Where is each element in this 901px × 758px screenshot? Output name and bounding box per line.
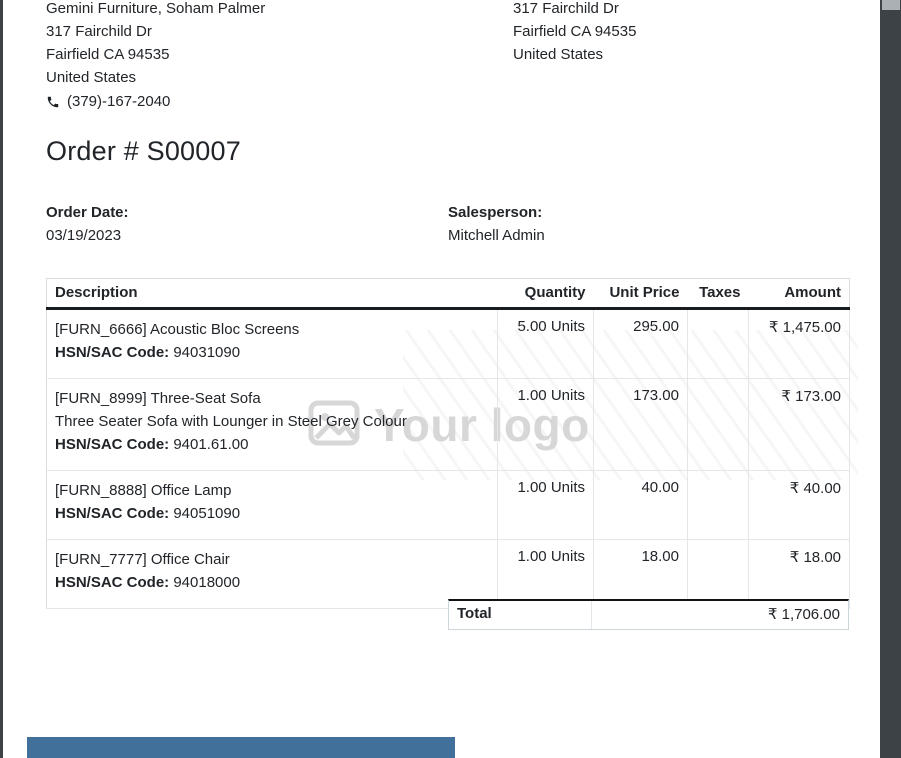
footer-accent-bar <box>27 737 455 758</box>
taxes-cell <box>687 378 749 471</box>
customer-city: Fairfield CA 94535 <box>513 23 637 40</box>
hsn-code: 94018000 <box>173 574 241 591</box>
total-box: Total ₹ 1,706.00 <box>448 599 849 630</box>
salesperson-block: Salesperson: Mitchell Admin <box>448 201 545 247</box>
hsn-label: HSN/SAC Code: <box>55 436 170 453</box>
product-name: [FURN_8888] Office Lamp <box>55 482 232 499</box>
hsn-label: HSN/SAC Code: <box>55 505 170 522</box>
total-label: Total <box>449 601 592 629</box>
customer-street: 317 Fairchild Dr <box>513 0 619 17</box>
vendor-country: United States <box>46 69 137 86</box>
vendor-city: Fairfield CA 94535 <box>46 46 170 63</box>
unit-price-cell: 295.00 <box>593 308 688 379</box>
quantity-cell: 1.00 Units <box>497 470 594 540</box>
vendor-name: Gemini Furniture, Soham Palmer <box>46 0 266 17</box>
col-header-taxes: Taxes <box>687 278 749 310</box>
table-row: [FURN_7777] Office Chair HSN/SAC Code: 9… <box>46 539 850 609</box>
unit-price-cell: 40.00 <box>593 470 688 540</box>
vendor-address-block: Gemini Furniture, Soham Palmer 317 Fairc… <box>46 0 265 113</box>
table-header-row: Description Quantity Unit Price Taxes Am… <box>46 278 850 310</box>
product-description: Three Seater Sofa with Lounger in Steel … <box>55 413 407 430</box>
hsn-code: 94051090 <box>173 505 241 522</box>
col-header-unit-price: Unit Price <box>593 278 688 310</box>
vendor-street: 317 Fairchild Dr <box>46 23 152 40</box>
unit-price-cell: 173.00 <box>593 378 688 471</box>
taxes-cell <box>687 308 749 379</box>
customer-address-block: 317 Fairchild Dr Fairfield CA 94535 Unit… <box>513 0 636 66</box>
quantity-cell: 5.00 Units <box>497 308 594 379</box>
hsn-code: 94031090 <box>173 344 241 361</box>
col-header-description: Description <box>46 278 498 310</box>
product-name: [FURN_7777] Office Chair <box>55 551 230 568</box>
amount-cell: ₹ 1,475.00 <box>748 308 850 379</box>
document-page: Your logo Gemini Furniture, Soham Palmer… <box>3 0 880 758</box>
unit-price-cell: 18.00 <box>593 539 688 609</box>
col-header-amount: Amount <box>748 278 850 310</box>
product-name: [FURN_6666] Acoustic Bloc Screens <box>55 321 300 338</box>
order-info-section: Order Date: 03/19/2023 Salesperson: Mitc… <box>46 201 849 247</box>
quantity-cell: 1.00 Units <box>497 539 594 609</box>
order-date-label: Order Date: <box>46 204 129 221</box>
order-date-block: Order Date: 03/19/2023 <box>46 201 849 247</box>
table-row: [FURN_8888] Office Lamp HSN/SAC Code: 94… <box>46 470 850 540</box>
order-title: Order # S00007 <box>46 136 241 166</box>
taxes-cell <box>687 470 749 540</box>
amount-cell: ₹ 18.00 <box>748 539 850 609</box>
table-row: [FURN_6666] Acoustic Bloc Screens HSN/SA… <box>46 308 850 379</box>
hsn-label: HSN/SAC Code: <box>55 574 170 591</box>
col-header-quantity: Quantity <box>497 278 594 310</box>
total-amount: ₹ 1,706.00 <box>767 606 840 623</box>
product-name: [FURN_8999] Three-Seat Sofa <box>55 390 261 407</box>
scrollbar-track[interactable] <box>881 0 901 758</box>
salesperson-value: Mitchell Admin <box>448 227 545 244</box>
order-lines-table: Description Quantity Unit Price Taxes Am… <box>46 278 850 609</box>
hsn-code: 9401.61.00 <box>173 436 249 453</box>
vendor-phone: (379)-167-2040 <box>67 93 171 110</box>
quantity-cell: 1.00 Units <box>497 378 594 471</box>
customer-country: United States <box>513 46 604 63</box>
amount-cell: ₹ 173.00 <box>748 378 850 471</box>
order-date-value: 03/19/2023 <box>46 227 122 244</box>
phone-icon <box>46 95 60 109</box>
salesperson-label: Salesperson: <box>448 204 543 221</box>
table-row: [FURN_8999] Three-Seat Sofa Three Seater… <box>46 378 850 471</box>
hsn-label: HSN/SAC Code: <box>55 344 170 361</box>
scrollbar-thumb[interactable] <box>882 0 900 10</box>
amount-cell: ₹ 40.00 <box>748 470 850 540</box>
